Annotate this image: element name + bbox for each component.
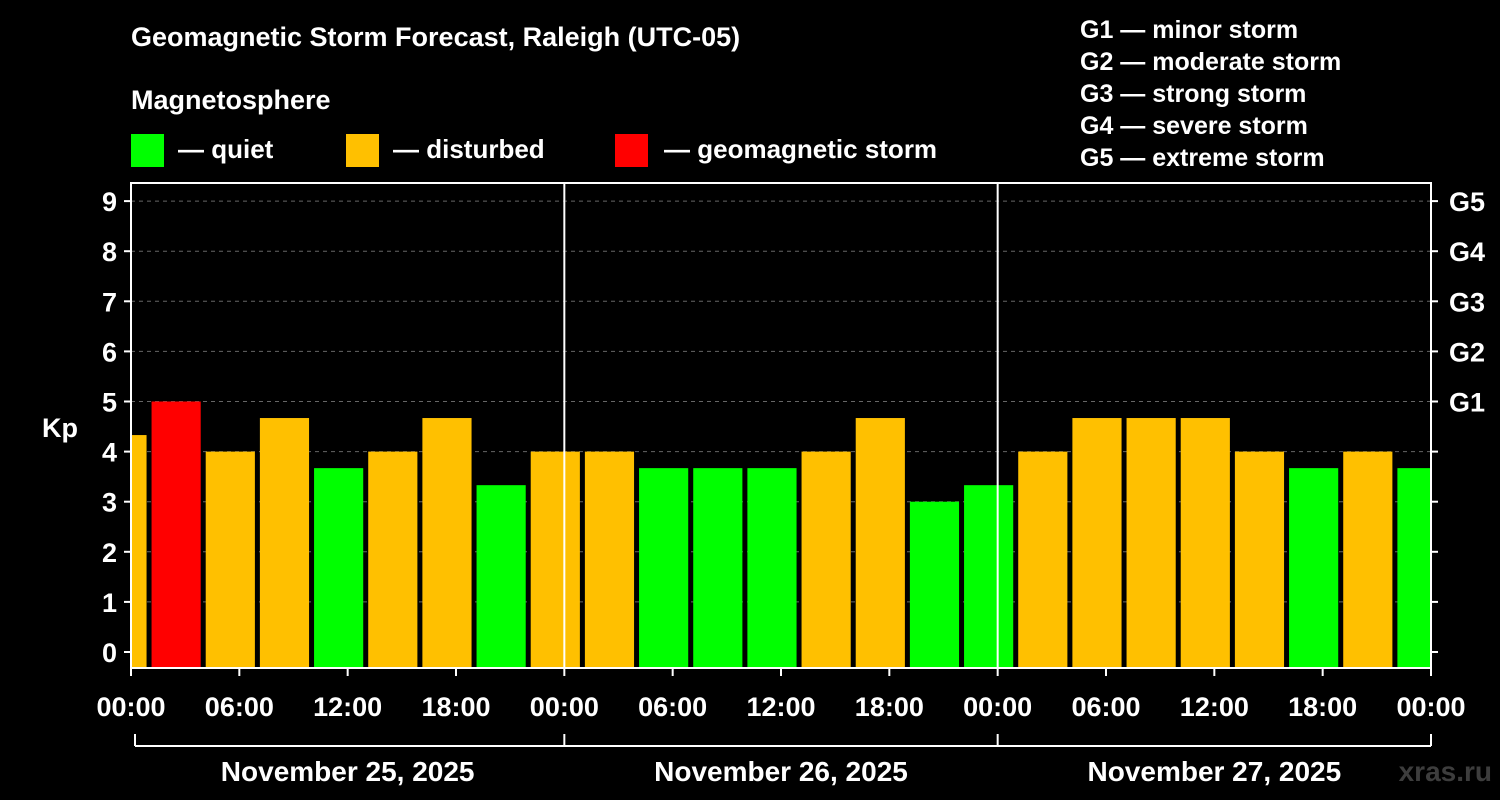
legend-subtitle: Magnetosphere <box>131 85 331 115</box>
x-tick-label: 12:00 <box>746 692 815 722</box>
kp-bar <box>1180 418 1230 668</box>
kp-bar <box>314 468 364 668</box>
legend-storm-label: — geomagnetic storm <box>664 134 938 164</box>
g-scale-legend: G1 — minor storm G2 — moderate storm G3 … <box>1080 14 1341 174</box>
y-tick-label: 1 <box>102 588 117 618</box>
x-tick-label: 06:00 <box>638 692 707 722</box>
g-tick-label: G1 <box>1449 388 1485 418</box>
chart-title: Geomagnetic Storm Forecast, Raleigh (UTC… <box>131 22 741 52</box>
kp-bar <box>1289 468 1339 668</box>
kp-bar <box>1072 418 1122 668</box>
kp-bar <box>693 468 743 668</box>
kp-bar <box>131 435 147 668</box>
kp-bar <box>1397 468 1431 668</box>
x-tick-label: 00:00 <box>96 692 165 722</box>
kp-bar <box>205 451 255 668</box>
g-scale-item: G5 — extreme storm <box>1080 144 1325 172</box>
g-tick-label: G2 <box>1449 337 1485 367</box>
legend-quiet-label: — quiet <box>178 134 274 164</box>
g-scale-item: G4 — severe storm <box>1080 112 1308 140</box>
g-tick-label: G5 <box>1449 187 1485 217</box>
kp-bar <box>151 401 201 668</box>
kp-bar <box>747 468 797 668</box>
kp-bar <box>1234 451 1285 668</box>
kp-bar <box>476 485 526 668</box>
kp-bar <box>530 451 580 668</box>
y-tick-label: 5 <box>102 388 117 418</box>
kp-bar <box>909 501 960 668</box>
storm-swatch <box>615 134 648 167</box>
x-tick-label: 18:00 <box>855 692 924 722</box>
x-tick-label: 12:00 <box>1180 692 1249 722</box>
kp-bar <box>1126 418 1176 668</box>
kp-bar <box>422 418 472 668</box>
kp-bar <box>801 451 851 668</box>
date-label: November 27, 2025 <box>1087 756 1341 787</box>
x-tick-label: 00:00 <box>1396 692 1465 722</box>
kp-bar <box>964 485 1014 668</box>
x-tick-label: 18:00 <box>421 692 490 722</box>
x-tick-label: 06:00 <box>1071 692 1140 722</box>
kp-bar <box>1343 451 1393 668</box>
x-tick-label: 06:00 <box>205 692 274 722</box>
kp-bar <box>855 418 905 668</box>
g-tick-label: G4 <box>1449 237 1485 267</box>
legend-disturbed-label: — disturbed <box>393 134 545 164</box>
g-scale-item: G2 — moderate storm <box>1080 48 1342 76</box>
y-tick-label: 6 <box>102 337 117 367</box>
g-scale-item: G3 — strong storm <box>1080 80 1307 108</box>
kp-bar <box>584 451 635 668</box>
y-tick-label: 9 <box>102 187 117 217</box>
g-scale-item: G1 — minor storm <box>1080 16 1299 44</box>
x-tick-label: 00:00 <box>963 692 1032 722</box>
watermark: xras.ru <box>1398 756 1492 787</box>
y-tick-label: 7 <box>102 287 117 317</box>
x-tick-label: 00:00 <box>530 692 599 722</box>
y-tick-label: 4 <box>102 438 117 468</box>
date-label: November 26, 2025 <box>654 756 908 787</box>
y-axis-label: Kp <box>42 413 78 443</box>
x-tick-label: 18:00 <box>1288 692 1357 722</box>
quiet-swatch <box>131 134 164 167</box>
date-label: November 25, 2025 <box>221 756 475 787</box>
disturbed-swatch <box>346 134 379 167</box>
y-tick-label: 3 <box>102 488 117 518</box>
y-tick-label: 0 <box>102 638 117 668</box>
kp-bar <box>639 468 689 668</box>
kp-bar <box>259 418 310 668</box>
x-tick-label: 12:00 <box>313 692 382 722</box>
y-tick-label: 8 <box>102 237 117 267</box>
g-tick-label: G3 <box>1449 287 1485 317</box>
kp-bar <box>368 451 418 668</box>
y-tick-label: 2 <box>102 538 117 568</box>
kp-bar <box>1018 451 1068 668</box>
